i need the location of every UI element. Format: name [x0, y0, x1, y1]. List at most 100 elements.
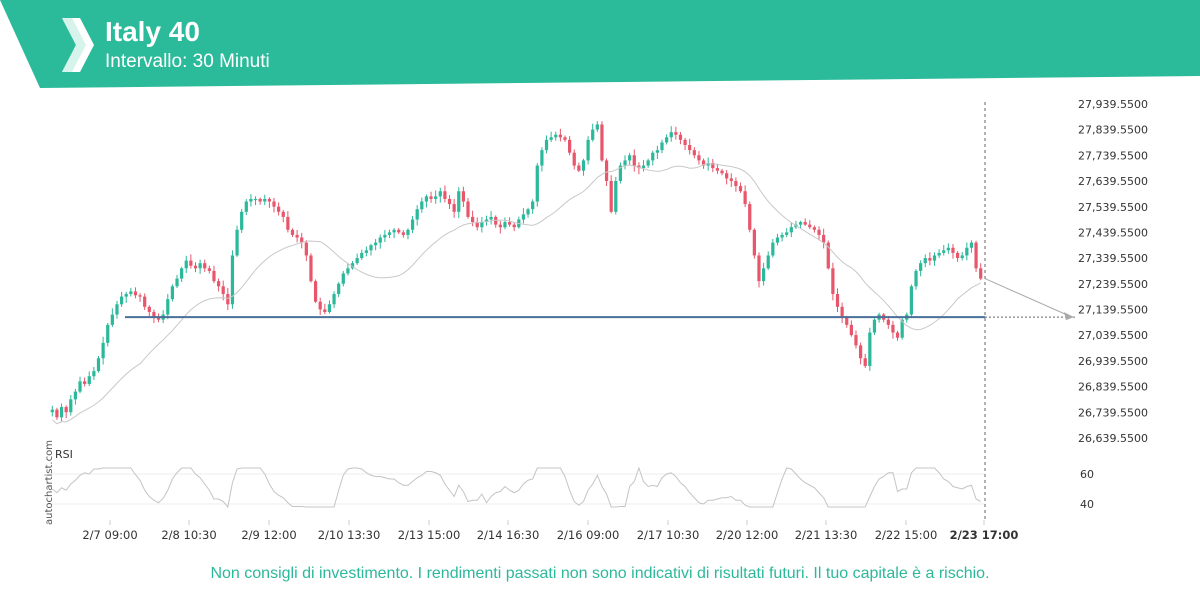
candle-body: [734, 180, 738, 187]
candle-body: [609, 180, 613, 212]
candle-body: [258, 198, 262, 202]
y-tick-label: 27,039.5500: [1078, 329, 1148, 342]
candle-body: [849, 324, 853, 336]
x-tick-label: 2/10 13:30: [318, 528, 381, 542]
candle-body: [868, 332, 872, 366]
candle-body: [230, 255, 235, 305]
y-tick-label: 26,639.5500: [1078, 432, 1148, 445]
candle-body: [526, 209, 530, 215]
candle-body: [360, 252, 364, 259]
candle-body: [595, 124, 599, 130]
candle-body: [817, 229, 821, 235]
candle-body: [858, 345, 863, 359]
candle-body: [87, 376, 91, 384]
candle-body: [337, 283, 341, 295]
candle-body: [822, 234, 826, 243]
y-tick-label: 27,839.5500: [1078, 124, 1148, 137]
candle-body: [942, 250, 946, 253]
candle-body: [295, 234, 299, 238]
x-tick-label: 2/7 09:00: [82, 528, 137, 542]
candle-body: [318, 301, 322, 310]
candle-body: [212, 270, 216, 282]
candle-body: [129, 291, 133, 295]
candle-body: [235, 229, 239, 256]
candle-body: [572, 152, 576, 166]
x-tick-label: 2/9 12:00: [241, 528, 296, 542]
candle-body: [775, 237, 780, 243]
candle-body: [175, 278, 179, 287]
candle-body: [544, 139, 549, 151]
candle-body: [392, 229, 396, 233]
y-tick-label: 27,739.5500: [1078, 149, 1148, 162]
candle-body: [300, 237, 304, 243]
candle-body: [701, 160, 706, 166]
candle-body: [785, 232, 789, 235]
projection-arrow-icon: [1064, 312, 1074, 321]
x-tick-label: 2/23 17:00: [950, 528, 1019, 542]
candle-body: [59, 407, 64, 418]
x-tick-label: 2/21 13:30: [795, 528, 858, 542]
candle-body: [628, 155, 632, 161]
candle-body: [845, 317, 849, 325]
candle-body: [207, 268, 211, 271]
candle-body: [480, 222, 484, 228]
candle-body: [891, 324, 895, 333]
x-tick-label: 2/17 10:30: [637, 528, 700, 542]
candle-body: [669, 132, 673, 138]
candle-body: [189, 260, 193, 266]
candle-body: [960, 255, 964, 259]
candle-body: [604, 160, 609, 181]
candle-body: [808, 224, 812, 228]
x-tick-label: 2/13 15:00: [398, 528, 461, 542]
candle-body: [489, 216, 493, 220]
candle-body: [660, 142, 664, 151]
x-tick-label: 2/20 12:00: [716, 528, 779, 542]
rsi-tick-label: 60: [1080, 468, 1094, 481]
candle-body: [471, 216, 475, 223]
x-tick-label: 2/14 16:30: [477, 528, 540, 542]
candle-body: [840, 306, 844, 318]
candle-body: [346, 268, 350, 274]
candle-body: [290, 229, 295, 235]
candle-body: [720, 170, 724, 174]
candle-body: [364, 250, 369, 253]
candle-body: [655, 150, 659, 153]
candle-body: [886, 319, 890, 325]
candle-body: [664, 137, 669, 143]
candle-body: [461, 191, 466, 202]
candle-body: [507, 222, 512, 225]
candle-body: [577, 165, 581, 171]
candle-body: [521, 214, 526, 220]
candle-body: [757, 255, 761, 282]
candle-body: [387, 232, 392, 235]
candle-body: [651, 152, 655, 161]
candle-body: [780, 234, 784, 238]
candle-body: [420, 201, 424, 210]
candle-body: [563, 137, 567, 140]
candle-body: [600, 124, 604, 161]
candle-body: [979, 268, 983, 279]
candle-body: [429, 196, 433, 199]
candle-body: [341, 273, 345, 284]
candle-body: [69, 399, 73, 413]
candle-body: [447, 198, 452, 205]
candle-body: [475, 222, 479, 228]
y-tick-label: 27,239.5500: [1078, 278, 1148, 291]
y-tick-label: 27,139.5500: [1078, 304, 1148, 317]
candle-body: [965, 247, 969, 256]
candle-body: [369, 245, 373, 251]
candle-body: [715, 168, 720, 171]
autochartist-logo-icon: [62, 18, 94, 72]
candle-body: [955, 252, 960, 259]
candle-body: [835, 294, 840, 307]
candle-body: [410, 219, 415, 230]
candle-body: [267, 198, 272, 202]
moving-average-line: [51, 163, 981, 425]
y-tick-label: 26,939.5500: [1078, 355, 1148, 368]
candle-body: [424, 196, 429, 202]
x-tick-label: 2/22 15:00: [875, 528, 938, 542]
candle-body: [55, 409, 59, 418]
candle-body: [92, 371, 96, 377]
candle-body: [166, 299, 170, 315]
candle-body: [110, 314, 114, 325]
